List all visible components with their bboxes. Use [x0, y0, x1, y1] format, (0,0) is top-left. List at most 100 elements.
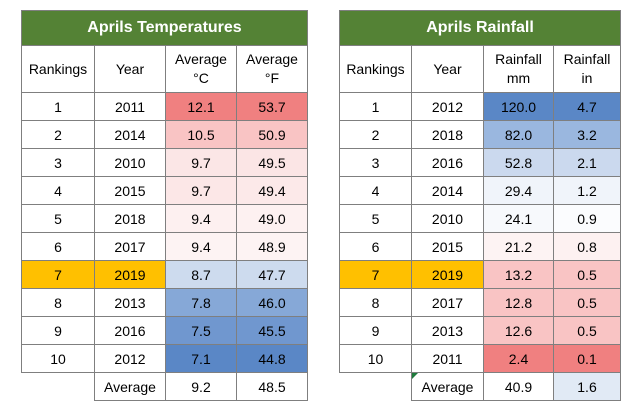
rain-cell-mm: 29.4: [483, 176, 554, 205]
temp-cell-year: 2011: [94, 92, 166, 121]
rain-average-spacer: [340, 373, 412, 401]
rain-cell-mm: 13.2: [483, 260, 554, 289]
rain-average-in: 1.6: [553, 372, 621, 401]
temp-cell-fahrenheit: 49.4: [236, 176, 308, 205]
temp-cell-rank: 1: [21, 92, 95, 121]
rain-average-label-text: Average: [421, 378, 474, 395]
rain-header-year: Year: [411, 45, 484, 93]
temp-average-label: Average: [94, 372, 166, 401]
temp-cell-celsius: 10.5: [165, 120, 237, 149]
temp-row: 6 2017 9.4 48.9: [21, 232, 308, 261]
temp-row: 3 2010 9.7 49.5: [21, 148, 308, 177]
rain-cell-in: 0.1: [553, 344, 621, 373]
rain-average-mm: 40.9: [483, 372, 554, 401]
temp-header-celsius: Average °C: [165, 45, 237, 93]
rain-cell-in: 0.5: [553, 316, 621, 345]
rain-average-label: Average: [411, 372, 484, 401]
rain-header-mm-line1: Rainfall: [495, 51, 542, 67]
temp-row: 2 2014 10.5 50.9: [21, 120, 308, 149]
temp-cell-year: 2010: [94, 148, 166, 177]
rain-cell-year: 2018: [411, 120, 484, 149]
rain-cell-in: 1.2: [553, 176, 621, 205]
cell-comment-indicator-icon: [412, 373, 418, 379]
rain-header-in-line2: in: [581, 70, 593, 86]
rain-row: 8 2017 12.8 0.5: [339, 288, 621, 317]
temp-cell-celsius: 9.4: [165, 232, 237, 261]
rain-cell-rank: 6: [339, 232, 412, 261]
rain-cell-rank: 8: [339, 288, 412, 317]
rain-cell-year: 2015: [411, 232, 484, 261]
rain-header-mm: Rainfall mm: [483, 45, 554, 93]
temp-cell-celsius: 9.4: [165, 204, 237, 233]
temp-cell-celsius: 12.1: [165, 92, 237, 121]
rain-cell-in: 0.5: [553, 260, 621, 289]
temp-cell-fahrenheit: 48.9: [236, 232, 308, 261]
temp-cell-year: 2013: [94, 288, 166, 317]
temp-header-fahrenheit-line2: °F: [264, 70, 280, 86]
rain-row: 3 2016 52.8 2.1: [339, 148, 621, 177]
temp-row: 7 2019 8.7 47.7: [21, 260, 308, 289]
temp-cell-year: 2016: [94, 316, 166, 345]
temp-cell-rank: 4: [21, 176, 95, 205]
temp-cell-rank: 2: [21, 120, 95, 149]
temp-cell-rank: 8: [21, 288, 95, 317]
rain-cell-in: 0.5: [553, 288, 621, 317]
rain-row: 1 2012 120.0 4.7: [339, 92, 621, 121]
rain-header-in-line1: Rainfall: [563, 51, 611, 67]
temp-cell-rank: 6: [21, 232, 95, 261]
temp-cell-year: 2018: [94, 204, 166, 233]
rain-cell-year: 2013: [411, 316, 484, 345]
temp-cell-fahrenheit: 47.7: [236, 260, 308, 289]
rain-header-mm-line2: mm: [506, 70, 531, 86]
rainfall-title: Aprils Rainfall: [339, 10, 621, 46]
rain-cell-year: 2014: [411, 176, 484, 205]
temp-header-celsius-line1: Average: [175, 51, 227, 67]
temperature-title: Aprils Temperatures: [21, 10, 308, 46]
rainfall-table: Aprils Rainfall Rankings Year Rainfall mm…: [339, 10, 621, 401]
temp-cell-rank: 3: [21, 148, 95, 177]
rain-cell-rank: 2: [339, 120, 412, 149]
rain-row: 5 2010 24.1 0.9: [339, 204, 621, 233]
rain-cell-in: 3.2: [553, 120, 621, 149]
rain-cell-rank: 7: [339, 260, 412, 289]
temp-cell-rank: 10: [21, 344, 95, 373]
temp-cell-fahrenheit: 44.8: [236, 344, 308, 373]
rain-cell-in: 2.1: [553, 148, 621, 177]
rain-header-rankings: Rankings: [339, 45, 412, 93]
temp-cell-celsius: 7.8: [165, 288, 237, 317]
temp-cell-fahrenheit: 49.5: [236, 148, 308, 177]
rain-cell-mm: 12.6: [483, 316, 554, 345]
rain-cell-year: 2016: [411, 148, 484, 177]
temp-header-rankings: Rankings: [21, 45, 95, 93]
rain-row: 9 2013 12.6 0.5: [339, 316, 621, 345]
temp-cell-celsius: 7.1: [165, 344, 237, 373]
rain-row: 6 2015 21.2 0.8: [339, 232, 621, 261]
rain-cell-rank: 3: [339, 148, 412, 177]
temp-cell-year: 2012: [94, 344, 166, 373]
temp-cell-year: 2015: [94, 176, 166, 205]
temp-cell-celsius: 9.7: [165, 148, 237, 177]
temp-row: 8 2013 7.8 46.0: [21, 288, 308, 317]
temp-cell-fahrenheit: 53.7: [236, 92, 308, 121]
temp-cell-rank: 7: [21, 260, 95, 289]
temp-cell-year: 2017: [94, 232, 166, 261]
rain-cell-mm: 82.0: [483, 120, 554, 149]
rain-cell-rank: 5: [339, 204, 412, 233]
temp-cell-celsius: 8.7: [165, 260, 237, 289]
temp-row: 1 2011 12.1 53.7: [21, 92, 308, 121]
temp-cell-year: 2014: [94, 120, 166, 149]
temp-average-spacer: [22, 373, 95, 401]
rain-row: 10 2011 2.4 0.1: [339, 344, 621, 373]
rain-cell-mm: 21.2: [483, 232, 554, 261]
temp-cell-rank: 5: [21, 204, 95, 233]
rain-cell-rank: 9: [339, 316, 412, 345]
temp-header-celsius-line2: °C: [193, 70, 209, 86]
temp-row: 9 2016 7.5 45.5: [21, 316, 308, 345]
rain-cell-year: 2011: [411, 344, 484, 373]
temp-header-year: Year: [94, 45, 166, 93]
temp-row: 4 2015 9.7 49.4: [21, 176, 308, 205]
rain-cell-rank: 1: [339, 92, 412, 121]
temp-average-celsius: 9.2: [165, 372, 237, 401]
rain-cell-mm: 2.4: [483, 344, 554, 373]
rain-cell-mm: 12.8: [483, 288, 554, 317]
